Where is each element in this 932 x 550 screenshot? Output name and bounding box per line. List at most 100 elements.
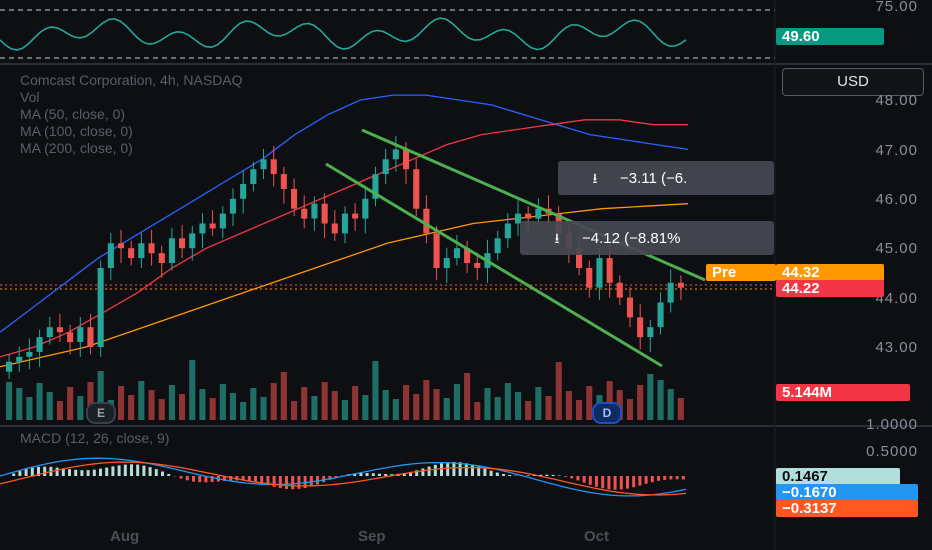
macd-histogram-bar [43, 466, 47, 476]
candle-body [270, 159, 277, 175]
volume-bar [311, 396, 318, 420]
macd-histogram-bar [551, 474, 555, 476]
volume-bar [36, 383, 43, 420]
candle-body [209, 223, 216, 229]
candle-body [413, 169, 420, 209]
volume-bar [535, 387, 542, 420]
volume-bar [403, 385, 410, 420]
volume-bar [199, 389, 206, 420]
x-label-aug: Aug [110, 528, 140, 545]
macd-histogram-bar [241, 476, 245, 481]
candle-body [118, 243, 125, 249]
candle-body [311, 203, 318, 219]
y-tick-43: 43.00 [875, 339, 918, 356]
macd-histogram-bar [458, 462, 462, 476]
macd-histogram-bar [254, 476, 257, 483]
volume-bar [148, 390, 155, 420]
volume-bar [189, 360, 196, 420]
candle-body [515, 213, 522, 224]
volume-bar [484, 388, 491, 420]
candle-body [168, 238, 175, 263]
macd-histogram-bar [266, 476, 270, 486]
macd-histogram-bar [12, 473, 16, 476]
candle-body [392, 149, 399, 160]
y-tick-48: 48.00 [875, 92, 918, 109]
macd-histogram-bar [595, 476, 598, 487]
macd-histogram-bar [483, 468, 487, 476]
volume-bar [413, 394, 420, 420]
candle-body [67, 332, 74, 343]
macd-histogram-bar [204, 476, 208, 483]
candle-body [250, 169, 257, 184]
volume-bar [464, 373, 471, 420]
macd-histogram-bar [117, 465, 121, 476]
candle-body [626, 297, 633, 318]
macd-histogram-bar [30, 467, 34, 476]
macd-histogram-bar [626, 476, 629, 489]
channel-upper-line [361, 128, 706, 282]
volume-bar [158, 399, 165, 420]
macd-histogram-bar [452, 462, 456, 476]
macd-histogram-bar [402, 473, 406, 476]
volume-bar [372, 361, 379, 420]
macd-histogram-bar [74, 469, 78, 476]
dividend-badge[interactable]: D [592, 402, 622, 424]
candle-body [199, 223, 206, 234]
macd-histogram-bar [136, 464, 140, 476]
volume-bar [443, 398, 450, 420]
macd-histogram-bar [650, 476, 654, 483]
ma50-line [0, 94, 689, 333]
measure-box-2[interactable]: ⭳ −4.12 (−8.81% [520, 221, 774, 255]
candle-body [219, 213, 226, 229]
macd-histogram-bar [328, 476, 332, 480]
macd-histogram-bar [539, 474, 543, 476]
volume-bar [545, 396, 552, 420]
macd-histogram-bar [229, 476, 233, 481]
volume-bar [26, 397, 33, 420]
candle-body [56, 327, 63, 333]
candle-body [423, 208, 430, 234]
measure-box-1[interactable]: ⭳ −3.11 (−6. [558, 161, 774, 195]
volume-bar [118, 386, 125, 420]
macd-histogram-bar [353, 473, 357, 476]
macd-histogram-bar [446, 462, 450, 476]
macd-histogram-bar [471, 464, 474, 476]
macd-histogram-bar [545, 474, 549, 476]
currency-button[interactable]: USD [782, 68, 924, 96]
y-tick-44: 44.00 [875, 290, 918, 307]
earnings-badge[interactable]: E [86, 402, 116, 424]
macd-histogram-bar [365, 473, 369, 476]
volume-bar [138, 381, 145, 420]
volume-bar [179, 394, 186, 420]
measure-text-2: −4.12 (−8.81% [582, 230, 681, 247]
rsi-value-tag: 49.60 [776, 28, 884, 45]
pre-label-tag: Pre [706, 264, 776, 281]
macd-histogram-bar [18, 471, 22, 476]
candle-body [260, 159, 267, 170]
macd-histogram-bar [154, 469, 158, 476]
volume-bar [321, 382, 328, 420]
legend-vol: Vol [20, 89, 40, 105]
candle-body [596, 258, 603, 288]
volume-bar [352, 386, 359, 420]
volume-bar [128, 395, 135, 420]
macd-histogram-bar [105, 467, 109, 476]
macd-line-tag: −0.1670 [776, 484, 918, 501]
volume-bar [392, 399, 399, 420]
candle-body [87, 327, 94, 347]
volume-bar [219, 384, 226, 420]
candle-body [189, 233, 196, 249]
volume-bar [382, 390, 389, 420]
macd-histogram-bar [198, 476, 202, 483]
volume-bar [341, 400, 348, 420]
legend-ma100: MA (100, close, 0) [20, 123, 133, 139]
macd-histogram-bar [508, 475, 512, 476]
macd-histogram-bar [210, 476, 214, 483]
candle-body [657, 302, 664, 328]
macd-signal-line [0, 461, 687, 496]
macd-histogram-bar [99, 468, 102, 476]
candle-body [148, 243, 155, 254]
macd-histogram-bar [111, 466, 115, 476]
